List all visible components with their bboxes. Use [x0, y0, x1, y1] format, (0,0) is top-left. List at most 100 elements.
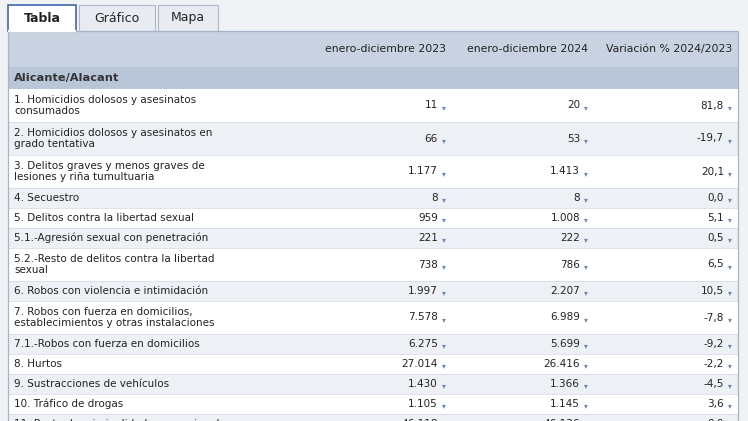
Text: 1.008: 1.008: [551, 213, 580, 223]
Text: ▾: ▾: [584, 402, 588, 410]
Text: 221: 221: [418, 233, 438, 243]
Text: -9,2: -9,2: [704, 339, 724, 349]
Text: ▾: ▾: [728, 315, 732, 324]
Text: 5.2.-Resto de delitos contra la libertad: 5.2.-Resto de delitos contra la libertad: [14, 254, 215, 264]
Text: Variación % 2024/2023: Variación % 2024/2023: [606, 44, 732, 54]
Text: 1.105: 1.105: [408, 399, 438, 409]
Text: ▾: ▾: [728, 195, 732, 205]
Text: 8: 8: [574, 193, 580, 203]
Text: ▾: ▾: [442, 362, 446, 370]
Text: 10. Tráfico de drogas: 10. Tráfico de drogas: [14, 399, 123, 409]
Text: ▾: ▾: [728, 288, 732, 298]
Text: ▾: ▾: [728, 169, 732, 178]
Text: 1.366: 1.366: [550, 379, 580, 389]
Text: ▾: ▾: [584, 235, 588, 245]
Text: ▾: ▾: [442, 216, 446, 224]
Bar: [8, 394, 738, 414]
Text: 0,0: 0,0: [708, 193, 724, 203]
Text: ▾: ▾: [442, 402, 446, 410]
Text: Gráfico: Gráfico: [94, 11, 140, 24]
Text: 786: 786: [560, 259, 580, 269]
Text: Tabla: Tabla: [23, 11, 61, 24]
Text: enero-diciembre 2024: enero-diciembre 2024: [467, 44, 588, 54]
Bar: [8, 414, 738, 421]
Text: 5. Delitos contra la libertad sexual: 5. Delitos contra la libertad sexual: [14, 213, 194, 223]
Bar: [8, 31, 738, 67]
Text: ▾: ▾: [584, 136, 588, 145]
Text: ▾: ▾: [442, 103, 446, 112]
Text: 0,5: 0,5: [708, 233, 724, 243]
Text: ▾: ▾: [728, 103, 732, 112]
Bar: [158, 5, 218, 31]
Text: ▾: ▾: [728, 136, 732, 145]
Bar: [8, 248, 738, 281]
Bar: [8, 89, 738, 122]
Text: 7.578: 7.578: [408, 312, 438, 322]
Text: Alicante/Alacant: Alicante/Alacant: [14, 73, 120, 83]
Text: 8. Hurtos: 8. Hurtos: [14, 359, 62, 369]
Bar: [8, 155, 738, 188]
Bar: [8, 188, 738, 208]
Text: ▾: ▾: [442, 315, 446, 324]
Text: ▾: ▾: [584, 169, 588, 178]
Text: 3. Delitos graves y menos graves de: 3. Delitos graves y menos graves de: [14, 161, 205, 171]
Text: 8: 8: [432, 193, 438, 203]
Text: 738: 738: [418, 259, 438, 269]
Bar: [8, 228, 738, 248]
Text: ▾: ▾: [442, 341, 446, 351]
Text: ▾: ▾: [442, 288, 446, 298]
Text: ▾: ▾: [728, 235, 732, 245]
Text: 1.413: 1.413: [550, 166, 580, 176]
Text: ▾: ▾: [728, 381, 732, 391]
Text: 20,1: 20,1: [701, 166, 724, 176]
Text: 5.1.-Agresión sexual con penetración: 5.1.-Agresión sexual con penetración: [14, 233, 208, 243]
Text: ▾: ▾: [442, 381, 446, 391]
Bar: [8, 301, 738, 334]
Text: ▾: ▾: [442, 136, 446, 145]
Text: 5.699: 5.699: [550, 339, 580, 349]
Text: 81,8: 81,8: [701, 101, 724, 110]
Text: 6. Robos con violencia e intimidación: 6. Robos con violencia e intimidación: [14, 286, 208, 296]
Text: ▾: ▾: [728, 402, 732, 410]
Text: 7.1.-Robos con fuerza en domicilios: 7.1.-Robos con fuerza en domicilios: [14, 339, 200, 349]
Text: 6.275: 6.275: [408, 339, 438, 349]
Text: 6,5: 6,5: [708, 259, 724, 269]
Text: 46.136: 46.136: [544, 419, 580, 421]
Text: ▾: ▾: [728, 362, 732, 370]
Text: 959: 959: [418, 213, 438, 223]
Text: 20: 20: [567, 101, 580, 110]
Text: 7. Robos con fuerza en domicilios,: 7. Robos con fuerza en domicilios,: [14, 307, 193, 317]
Text: 9. Sustracciones de vehículos: 9. Sustracciones de vehículos: [14, 379, 169, 389]
Text: 4. Secuestro: 4. Secuestro: [14, 193, 79, 203]
Text: ▾: ▾: [584, 362, 588, 370]
Text: ▾: ▾: [442, 235, 446, 245]
Text: -19,7: -19,7: [697, 133, 724, 144]
Text: ▾: ▾: [442, 262, 446, 271]
Text: establecimientos y otras instalaciones: establecimientos y otras instalaciones: [14, 318, 215, 328]
Bar: [8, 67, 738, 89]
Text: ▾: ▾: [728, 341, 732, 351]
Text: enero-diciembre 2023: enero-diciembre 2023: [325, 44, 446, 54]
Text: 1.145: 1.145: [550, 399, 580, 409]
Text: 1. Homicidios dolosos y asesinatos: 1. Homicidios dolosos y asesinatos: [14, 95, 196, 105]
Text: -4,5: -4,5: [704, 379, 724, 389]
Bar: [8, 122, 738, 155]
Text: ▾: ▾: [584, 381, 588, 391]
Bar: [8, 281, 738, 301]
Text: 222: 222: [560, 233, 580, 243]
Text: 10,5: 10,5: [701, 286, 724, 296]
Bar: [8, 374, 738, 394]
Text: consumados: consumados: [14, 106, 80, 116]
Text: 1.430: 1.430: [408, 379, 438, 389]
Text: 46.118: 46.118: [402, 419, 438, 421]
Text: 11: 11: [425, 101, 438, 110]
Text: ▾: ▾: [584, 288, 588, 298]
Bar: [8, 334, 738, 354]
Text: ▾: ▾: [728, 216, 732, 224]
Text: ▾: ▾: [584, 195, 588, 205]
Text: lesiones y riña tumultuaria: lesiones y riña tumultuaria: [14, 172, 154, 182]
Text: Mapa: Mapa: [171, 11, 205, 24]
Text: 27.014: 27.014: [402, 359, 438, 369]
Text: 2.207: 2.207: [551, 286, 580, 296]
Text: 5,1: 5,1: [708, 213, 724, 223]
